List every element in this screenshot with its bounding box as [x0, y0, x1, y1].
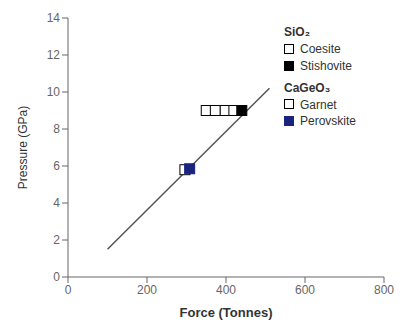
svg-text:8: 8 — [53, 122, 60, 136]
html-text:Perovskite: Perovskite — [300, 114, 356, 129]
svg-text:Pressure (GPa): Pressure (GPa) — [16, 106, 30, 189]
html-text:Coesite: Coesite — [300, 41, 341, 56]
svg-text:6: 6 — [53, 159, 60, 173]
svg-text:10: 10 — [47, 85, 61, 99]
svg-text:400: 400 — [216, 283, 236, 297]
svg-text:0: 0 — [65, 283, 72, 297]
svg-text:Force (Tonnes): Force (Tonnes) — [180, 305, 273, 320]
html-text:Garnet: Garnet — [300, 97, 337, 112]
svg-text:600: 600 — [295, 283, 315, 297]
svg-text:14: 14 — [47, 11, 61, 25]
html-text:CaGeO₃: CaGeO₃ — [284, 80, 331, 95]
svg-text:200: 200 — [137, 283, 157, 297]
html-text:SiO₂: SiO₂ — [284, 25, 310, 39]
svg-text:12: 12 — [47, 48, 61, 62]
svg-text:4: 4 — [53, 196, 60, 210]
html-text:Stishovite: Stishovite — [300, 58, 352, 73]
svg-text:0: 0 — [53, 270, 60, 284]
svg-text:2: 2 — [53, 233, 60, 247]
svg-text:800: 800 — [374, 283, 394, 297]
